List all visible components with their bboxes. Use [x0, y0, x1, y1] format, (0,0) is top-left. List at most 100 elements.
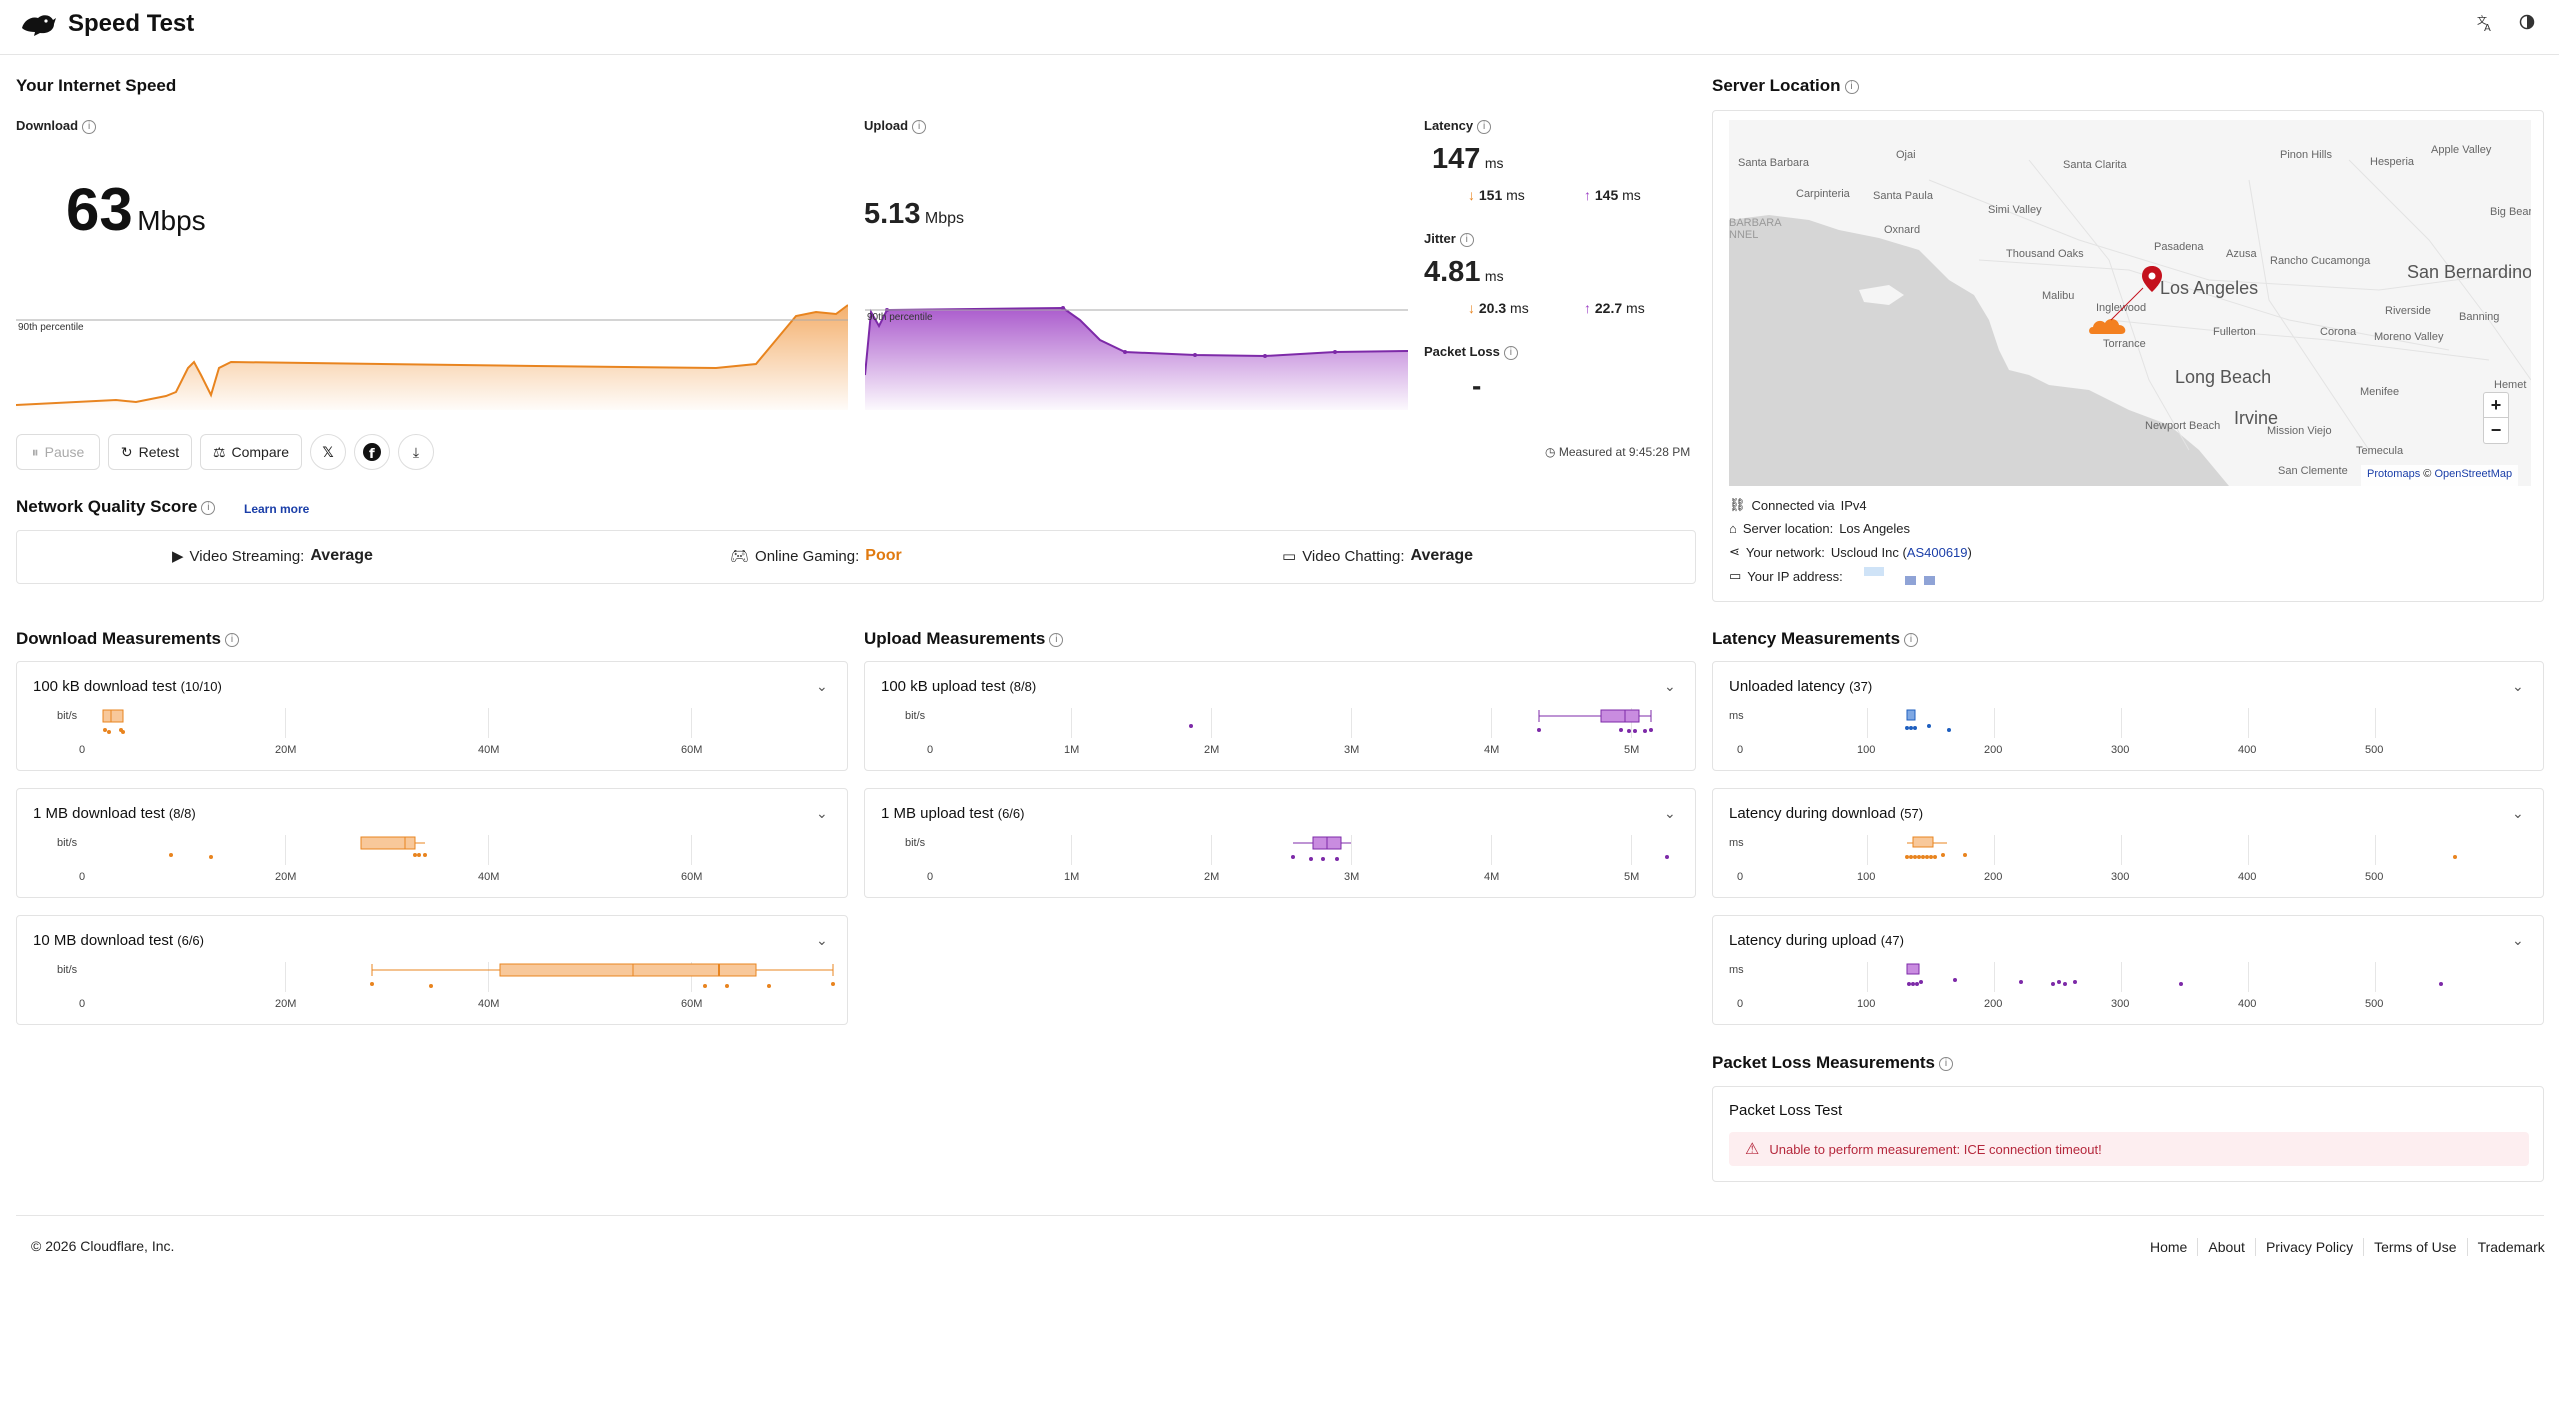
latency-card-download[interactable]: Latency during download (57) ⌄ ms 0 100 … [1712, 788, 2544, 898]
latency-card-unloaded[interactable]: Unloaded latency (37) ⌄ ms 0 100 200 300… [1712, 661, 2544, 771]
download-test-card-10mb[interactable]: 10 MB download test (6/6) ⌄ bit/s 0 20M … [16, 915, 848, 1025]
x-logo-icon[interactable]: 𝕏 [310, 434, 346, 470]
info-icon[interactable]: i [1459, 232, 1474, 247]
error-alert: ⚠ Unable to perform measurement: ICE conn… [1729, 1132, 2529, 1166]
svg-text:f: f [369, 447, 375, 462]
upload-percentile-label: 90th percentile [867, 312, 933, 323]
boxplot [169, 836, 427, 859]
info-icon[interactable]: i [201, 500, 216, 515]
info-icon[interactable]: i [1049, 632, 1064, 647]
app-title: Speed Test [68, 10, 195, 37]
quality-online-gaming: 🎮︎ Online Gaming: Poor [730, 547, 902, 565]
chevron-down-icon[interactable]: ⌄ [2512, 678, 2524, 694]
jitter-label: Jitter i [1424, 231, 1474, 247]
boxplot [102, 709, 125, 734]
download-test-card-100kb[interactable]: 100 kB download test (10/10) ⌄ bit/s 0 2… [16, 661, 848, 771]
cloudflare-logo-icon [22, 15, 56, 36]
chevron-down-icon[interactable]: ⌄ [1664, 805, 1676, 821]
server-location-title: Server Location i [1712, 76, 1859, 96]
download-percentile-label: 90th percentile [18, 322, 84, 333]
packet-loss-value: - [1472, 370, 1482, 401]
card-title: Latency during upload (47) [1729, 932, 1904, 949]
openstreetmap-link[interactable]: OpenStreetMap [2434, 468, 2513, 480]
info-icon[interactable]: i [1939, 1056, 1953, 1071]
arrow-down-icon: ↓ [1468, 300, 1475, 316]
zoom-in-button[interactable]: + [2483, 392, 2509, 418]
info-icon[interactable]: i [1904, 632, 1919, 647]
share-icon: ⋖ [1729, 544, 1740, 559]
upload-measurements-title: Upload Measurements i [864, 629, 1064, 649]
info-icon[interactable]: i [1844, 79, 1859, 94]
ip-redacted-block [1864, 567, 1884, 576]
boxplot [1291, 836, 1669, 861]
svg-text:A: A [2484, 23, 2491, 32]
info-icon[interactable]: i [82, 119, 97, 134]
facebook-icon[interactable]: f [354, 434, 390, 470]
upload-speed-chart [865, 306, 1408, 410]
latency-upload: ↑ 145 ms [1584, 187, 1641, 203]
download-label: Download i [16, 118, 97, 134]
packet-loss-test-title: Packet Loss Test [1729, 1102, 1843, 1119]
chevron-down-icon[interactable]: ⌄ [816, 805, 828, 821]
footer-link-trademark[interactable]: Trademark [2477, 1239, 2545, 1255]
building-icon: ⌂ [1729, 521, 1737, 536]
latency-measurements-title: Latency Measurements i [1712, 629, 1919, 649]
download-icon[interactable]: ⤓ [398, 434, 434, 470]
footer-link-home[interactable]: Home [2150, 1239, 2188, 1255]
compare-icon: ⚖ [212, 443, 226, 460]
jitter-upload: ↑ 22.7 ms [1584, 300, 1645, 316]
latency-download: ↓ 151 ms [1468, 187, 1525, 203]
info-icon[interactable]: i [912, 119, 927, 134]
packet-loss-measurements-title: Packet Loss Measurements i [1712, 1053, 1953, 1073]
arrow-up-icon: ↑ [1584, 300, 1591, 316]
boxplot [1189, 709, 1653, 733]
info-icon[interactable]: i [225, 632, 239, 647]
card-title: Unloaded latency (37) [1729, 678, 1873, 695]
video-icon: ▶ [172, 548, 184, 565]
chevron-down-icon[interactable]: ⌄ [2512, 805, 2524, 821]
contrast-icon[interactable] [2516, 14, 2538, 36]
quality-video-chatting: ▭ Video Chatting: Average [1282, 547, 1474, 565]
card-title: 100 kB download test (10/10) [33, 678, 222, 695]
learn-more-link[interactable]: Learn more [244, 502, 310, 516]
camera-icon: ▭ [1282, 548, 1297, 565]
network-icon: ⛓ [1729, 497, 1746, 512]
chevron-down-icon[interactable]: ⌄ [816, 678, 828, 694]
gamepad-icon: 🎮︎ [730, 548, 750, 565]
footer-link-about[interactable]: About [2208, 1239, 2245, 1255]
compare-button[interactable]: ⚖ Compare [200, 434, 302, 470]
upload-test-card-1mb[interactable]: 1 MB upload test (6/6) ⌄ bit/s 0 1M 2M 3… [864, 788, 1696, 898]
latency-label: Latency i [1424, 118, 1492, 134]
quality-card [16, 530, 1696, 584]
zoom-out-button[interactable]: − [2483, 418, 2509, 444]
server-map[interactable]: Santa Barbara Ojai Santa Clarita Pinon H… [1729, 120, 2531, 486]
server-location-row: ⌂ Server location: Los Angeles [1729, 521, 1911, 536]
jitter-value: 4.81 ms [1424, 256, 1504, 288]
pause-button[interactable]: ⏸ Pause [16, 434, 100, 470]
retest-button[interactable]: ↻ Retest [108, 434, 192, 470]
chevron-down-icon[interactable]: ⌄ [1664, 678, 1676, 694]
footer-divider [16, 1215, 2544, 1216]
footer-links: Home About Privacy Policy Terms of Use T… [2140, 1238, 2555, 1256]
footer-link-terms[interactable]: Terms of Use [2374, 1239, 2457, 1255]
asn-link[interactable]: AS400619 [1906, 544, 1968, 560]
info-icon[interactable]: i [1477, 119, 1492, 134]
info-icon[interactable]: i [1503, 345, 1518, 360]
download-test-card-1mb[interactable]: 1 MB download test (8/8) ⌄ bit/s 0 20M 4… [16, 788, 848, 898]
card-title: 10 MB download test (6/6) [33, 932, 204, 949]
protomaps-link[interactable]: Protomaps [2367, 468, 2421, 480]
chevron-down-icon[interactable]: ⌄ [2512, 932, 2524, 948]
chevron-down-icon[interactable]: ⌄ [816, 932, 828, 948]
footer-link-privacy[interactable]: Privacy Policy [2265, 1239, 2354, 1255]
upload-test-card-100kb[interactable]: 100 kB upload test (8/8) ⌄ bit/s 0 1M 2M… [864, 661, 1696, 771]
latency-card-upload[interactable]: Latency during upload (47) ⌄ ms 0 100 20… [1712, 915, 2544, 1025]
speed-section-title: Your Internet Speed [16, 76, 177, 95]
upload-label: Upload i [864, 118, 927, 134]
network-row: ⋖ Your network: Uscloud Inc (AS400619) [1729, 544, 1972, 560]
ip-address-row: ▭ Your IP address: [1729, 568, 1843, 584]
copyright: © 2026 Cloudflare, Inc. [31, 1238, 175, 1254]
quality-title: Network Quality Score i [16, 497, 216, 517]
download-value: 63 Mbps [66, 176, 206, 243]
